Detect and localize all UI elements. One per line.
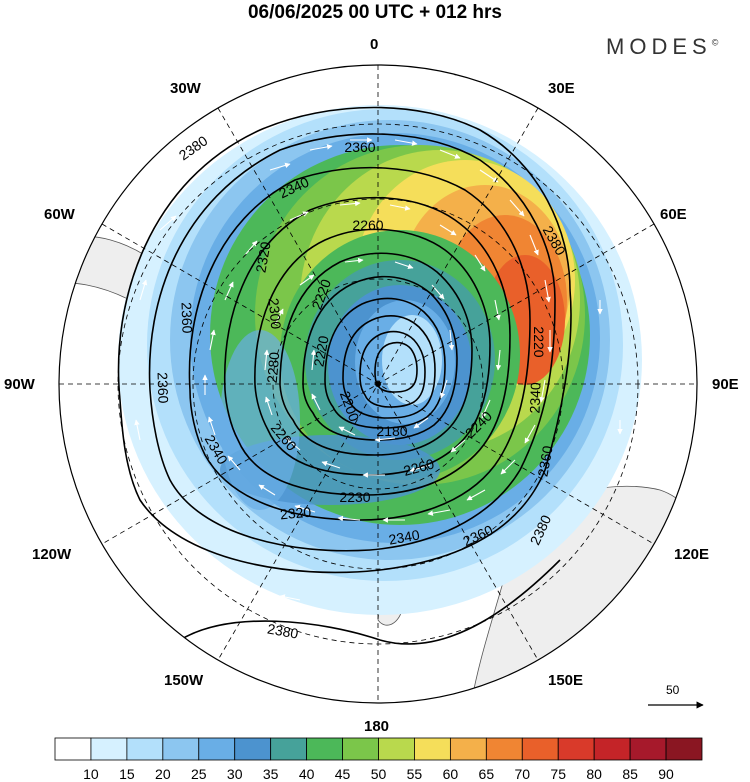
colorbar-swatch — [414, 737, 451, 761]
colorbar-swatch — [342, 737, 379, 761]
contour-2380-outer — [179, 559, 561, 645]
contour-label: 2220 — [310, 334, 331, 368]
colorbar-tick-label: 50 — [370, 766, 387, 782]
map-disc — [59, 65, 697, 703]
colorbar-swatch — [485, 737, 523, 761]
contour-label: 2260 — [402, 455, 436, 479]
map-border — [58, 64, 698, 704]
colorbar-tick-label: 65 — [478, 766, 495, 782]
colorbar-tick-label: 15 — [119, 766, 135, 782]
wind-reference-value: 50 — [666, 683, 680, 697]
lon-label-90e: 90E — [712, 376, 739, 393]
colorbar-tick-label: 60 — [442, 766, 459, 782]
colorbar-swatch — [521, 737, 559, 761]
contour-label: 2360 — [534, 444, 555, 478]
lon-label-150w: 150W — [164, 672, 204, 689]
contour-2380 — [117, 106, 572, 574]
colorbar-swatch — [126, 737, 164, 761]
lon-label-150e: 150E — [548, 672, 584, 689]
colorbar-swatch — [665, 737, 703, 761]
contour-label-group: 2380 2360 2340 2380 2320 2360 2300 2220 … — [154, 132, 569, 641]
contour-label: 2220 — [531, 326, 547, 357]
colorbar-tick-label: 40 — [298, 766, 315, 782]
colorbar-swatch — [234, 737, 272, 761]
colorbar — [54, 737, 703, 761]
lon-label-0: 0 — [370, 36, 379, 53]
colorbar-swatch — [270, 737, 308, 761]
contour-label: 2380 — [266, 620, 300, 641]
contour-2360 — [148, 133, 556, 552]
lon-label-60e: 60E — [660, 206, 687, 223]
contour-2280 — [279, 252, 473, 456]
contour-2320 — [223, 196, 511, 496]
lon-label-120e: 120E — [674, 546, 710, 563]
contour-label: 2300 — [266, 297, 285, 330]
lon-label-30w: 30W — [170, 80, 201, 97]
lon-label-120w: 120W — [32, 546, 72, 563]
colorbar-tick-label: 55 — [406, 766, 423, 782]
contour-label: 2230 — [339, 489, 370, 505]
colorbar-swatch — [54, 737, 92, 761]
colorbar-swatch — [629, 737, 667, 761]
brand-text: MODES — [606, 34, 712, 59]
contour-2240 — [324, 297, 446, 429]
colorbar-swatch — [378, 737, 415, 761]
colorbar-tick-label: 35 — [262, 766, 279, 782]
colorbar-swatch — [90, 737, 128, 761]
south-pole-marker — [375, 381, 381, 387]
lon-label-180: 180 — [364, 718, 390, 735]
colorbar-swatch — [557, 737, 595, 761]
colorbar-tick-label: 30 — [226, 766, 243, 782]
colorbar-swatch — [162, 737, 200, 761]
colorbar-swatch — [198, 737, 236, 761]
colorbar-tick-label: 25 — [190, 766, 207, 782]
contour-label: 2260 — [352, 217, 383, 233]
colorbar-tick-label: 75 — [550, 766, 566, 782]
wind-vectors — [134, 137, 623, 601]
colorbar-tick-label: 45 — [334, 766, 351, 782]
colorbar-tick-label: 10 — [83, 766, 99, 782]
contour-2220 — [342, 315, 436, 419]
wind-speed-shading — [118, 105, 642, 615]
colorbar-tick-label: 90 — [658, 766, 674, 782]
colorbar-tick-label: 80 — [586, 766, 602, 782]
colorbar-swatch — [593, 737, 631, 761]
contour-label: 2320 — [279, 504, 312, 523]
contour-label: 2340 — [387, 526, 421, 547]
copyright-mark: © — [711, 37, 719, 48]
lon-label-90w: 90W — [4, 376, 35, 393]
contour-label: 2280 — [264, 351, 283, 384]
contour-label: 2180 — [376, 423, 407, 439]
colorbar-swatch — [306, 737, 343, 761]
brand-logo: MODES© — [606, 34, 718, 60]
height-contours — [117, 106, 572, 645]
contour-label: 2360 — [344, 139, 375, 155]
contour-label: 2320 — [252, 240, 273, 274]
contour-label: 2360 — [178, 302, 195, 334]
map-title: 06/06/2025 00 UTC + 012 hrs — [247, 2, 503, 23]
contour-label: 2340 — [526, 382, 543, 414]
colorbar-tick-label: 85 — [622, 766, 638, 782]
contour-2340 — [188, 166, 531, 521]
colorbar-tick-label: 70 — [514, 766, 531, 782]
colorbar-tick-label: 20 — [155, 766, 171, 782]
contour-2260 — [302, 275, 458, 441]
contour-label: 2360 — [154, 372, 171, 404]
contour-2200 — [359, 330, 426, 408]
lon-label-60w: 60W — [44, 206, 75, 223]
contour-2300 — [254, 228, 491, 476]
colorbar-swatch — [449, 737, 487, 761]
lon-label-30e: 30E — [548, 80, 575, 97]
